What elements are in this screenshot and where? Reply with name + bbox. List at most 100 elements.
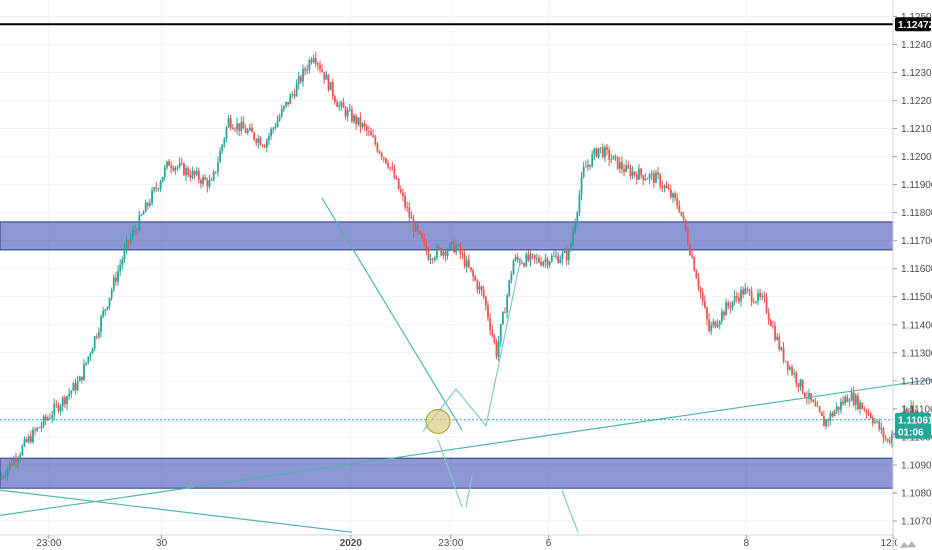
- forecast-segment-3[interactable]: [561, 489, 579, 533]
- trend-line-1[interactable]: [0, 378, 932, 516]
- candle: [584, 160, 587, 168]
- candle-body: [268, 135, 270, 140]
- candle-body: [499, 324, 502, 342]
- candle: [53, 398, 56, 421]
- candle-body: [450, 241, 453, 244]
- candle-body: [461, 253, 464, 255]
- annotation-shapes[interactable]: [425, 408, 451, 434]
- candle-body: [493, 335, 496, 342]
- candle-body: [737, 297, 740, 302]
- candle-body: [206, 179, 209, 187]
- candle-body: [414, 224, 417, 232]
- candle-body: [514, 256, 517, 261]
- candle: [346, 106, 349, 122]
- candle-body: [157, 188, 160, 190]
- candle: [703, 295, 706, 310]
- candle: [231, 123, 234, 130]
- logo-icon[interactable]: [897, 539, 927, 550]
- candle-body: [95, 336, 98, 338]
- candle: [240, 116, 243, 136]
- candle: [225, 125, 228, 143]
- candle-body: [731, 301, 734, 308]
- highlight-circle[interactable]: [425, 408, 451, 434]
- candle-body: [623, 169, 625, 172]
- candle-body: [703, 301, 706, 308]
- candle: [863, 405, 866, 412]
- candle-body: [876, 421, 878, 422]
- candle: [780, 346, 783, 352]
- candle: [119, 259, 122, 277]
- candle-body: [446, 250, 449, 256]
- candle: [474, 274, 477, 282]
- candle-body: [557, 255, 560, 263]
- candle-body: [272, 128, 275, 130]
- candle-body: [470, 267, 472, 271]
- candle-body: [168, 161, 170, 166]
- candle: [791, 364, 793, 377]
- drawing-lines[interactable]: [0, 197, 932, 533]
- candle-body: [380, 153, 383, 158]
- candle: [38, 427, 41, 429]
- candle-body: [642, 174, 645, 181]
- time-axis[interactable]: 23:0030202023:006812:00131512:00202212:0…: [0, 534, 932, 549]
- candle: [136, 227, 139, 234]
- candle: [200, 177, 202, 189]
- candle: [378, 150, 381, 155]
- candle: [565, 245, 568, 266]
- forecast-segment-1[interactable]: [437, 439, 463, 508]
- forecast-segment-2[interactable]: [465, 476, 473, 508]
- candle-body: [633, 171, 636, 175]
- candle-body: [676, 198, 679, 206]
- candle-body: [706, 307, 708, 320]
- candle: [782, 342, 785, 364]
- candle: [159, 179, 162, 192]
- candle: [293, 89, 296, 99]
- candle-body: [769, 319, 772, 327]
- candle-body: [431, 258, 434, 260]
- candle: [612, 155, 615, 160]
- candle-body: [291, 94, 294, 95]
- candle-body: [334, 96, 336, 103]
- candle-body: [17, 458, 20, 463]
- candle: [25, 437, 28, 443]
- candle: [344, 105, 347, 120]
- candle: [716, 319, 719, 329]
- candle-body: [476, 280, 479, 290]
- zone-rectangle-2[interactable]: [0, 457, 894, 489]
- candle: [759, 288, 762, 301]
- candle: [317, 62, 319, 71]
- candle-body: [763, 295, 766, 297]
- candle-body: [34, 429, 37, 431]
- candle-body: [595, 148, 598, 157]
- candle-body: [342, 102, 345, 108]
- candle-body: [891, 433, 893, 443]
- candle: [110, 287, 113, 302]
- candle-body: [808, 393, 810, 399]
- candle-body: [814, 402, 817, 407]
- candle: [238, 123, 241, 137]
- candle-body: [678, 205, 681, 212]
- candle-body: [903, 408, 906, 415]
- candle-body: [187, 168, 190, 176]
- candle-body: [59, 406, 62, 412]
- candle-body: [363, 123, 366, 126]
- trend-line-3[interactable]: [321, 197, 463, 431]
- candle: [404, 192, 406, 211]
- candle: [725, 298, 728, 316]
- candle: [570, 241, 572, 252]
- tradingview-logo[interactable]: [897, 539, 927, 550]
- candle-body: [742, 289, 745, 295]
- candle: [480, 285, 483, 296]
- candle: [129, 233, 132, 246]
- price-tick-label: 1.12300: [901, 68, 932, 79]
- candle-body: [631, 171, 634, 177]
- candle: [146, 201, 149, 210]
- zone-rectangle-1[interactable]: [0, 221, 894, 251]
- candle: [416, 222, 419, 236]
- trend-line-2[interactable]: [0, 489, 353, 533]
- candle: [699, 286, 702, 299]
- support-resistance-zones[interactable]: [0, 221, 894, 489]
- candle: [229, 115, 232, 131]
